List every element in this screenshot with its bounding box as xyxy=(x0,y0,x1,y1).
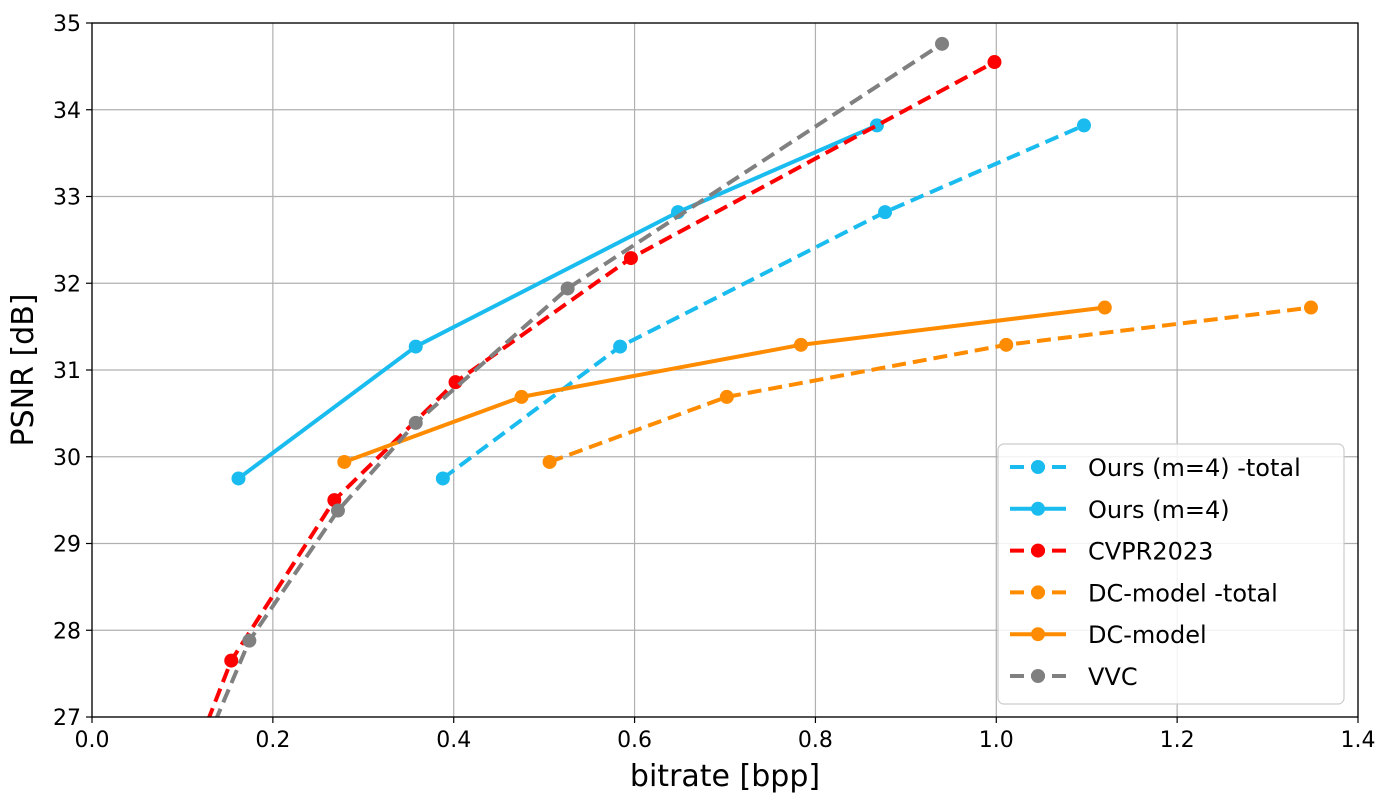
legend-label: VVC xyxy=(1088,663,1138,691)
legend-marker-cvpr2023 xyxy=(1031,543,1045,558)
y-tick-label: 30 xyxy=(53,446,81,471)
legend-label: CVPR2023 xyxy=(1088,538,1213,566)
y-tick-label: 28 xyxy=(53,619,81,644)
data-point-dc-model-total xyxy=(1303,300,1318,315)
series-line-cvpr2023 xyxy=(207,60,996,717)
data-point-vvc xyxy=(330,503,345,518)
legend: Ours (m=4) -total Ours (m=4) CVPR2023 DC-mo… xyxy=(997,443,1345,705)
y-tick-label: 34 xyxy=(53,99,81,124)
legend-label: DC-model xyxy=(1088,621,1207,649)
legend-marker-dc-model-total xyxy=(1031,585,1045,600)
y-tick-label: 29 xyxy=(53,533,81,558)
data-point-dc-model-total xyxy=(542,454,557,469)
x-axis-label: bitrate [bpp] xyxy=(630,759,820,794)
y-tick-label: 33 xyxy=(53,186,81,211)
data-point-dc-model xyxy=(793,337,808,352)
series-line-vvc xyxy=(214,42,944,717)
axis-ticks: 0.0 0.2 0.4 0.6 0.8 1.0 1.2 1.4 27 28 29 30 31 32 33 34… xyxy=(53,12,1376,753)
legend-marker-dc-model xyxy=(1031,627,1045,642)
x-tick-label: 0.4 xyxy=(436,728,471,753)
series-line-ours-m-4-total xyxy=(441,123,1085,481)
series-layer xyxy=(207,36,1318,717)
data-point-dc-model xyxy=(1097,300,1112,315)
legend-label: DC-model -total xyxy=(1088,579,1278,607)
x-tick-label: 0.8 xyxy=(798,728,833,753)
data-point-vvc xyxy=(242,633,257,648)
data-point-dc-model xyxy=(514,389,529,404)
x-tick-label: 1.2 xyxy=(1160,728,1195,753)
legend-label: Ours (m=4) -total xyxy=(1088,454,1301,482)
y-axis-label: PSNR [dB] xyxy=(6,294,41,447)
x-tick-label: 0.0 xyxy=(75,728,110,753)
series-line-dc-model xyxy=(343,305,1106,464)
data-point-ours-m-4 xyxy=(231,471,246,486)
data-point-cvpr2023 xyxy=(623,251,638,266)
y-tick-label: 27 xyxy=(53,706,81,731)
legend-marker-ours-m-4-total xyxy=(1031,460,1045,474)
series-line-dc-model-total xyxy=(548,305,1312,464)
data-point-dc-model xyxy=(337,454,352,469)
y-tick-label: 31 xyxy=(53,359,81,384)
x-tick-label: 0.2 xyxy=(255,728,290,753)
legend-marker-vvc xyxy=(1031,669,1045,683)
x-tick-label: 1.0 xyxy=(979,728,1014,753)
data-point-ours-m-4-total xyxy=(878,205,893,220)
data-point-ours-m-4-total xyxy=(435,471,450,486)
legend-marker-ours-m-4 xyxy=(1031,501,1045,516)
x-tick-label: 1.4 xyxy=(1341,728,1376,753)
y-tick-label: 35 xyxy=(53,12,81,37)
legend-label: Ours (m=4) xyxy=(1088,496,1230,524)
data-point-cvpr2023 xyxy=(224,653,239,668)
series-line-ours-m-4 xyxy=(237,123,878,481)
data-point-ours-m-4 xyxy=(408,339,423,354)
data-point-ours-m-4-total xyxy=(1077,118,1092,133)
data-point-ours-m-4-total xyxy=(613,339,628,354)
data-point-dc-model-total xyxy=(719,389,734,404)
x-tick-label: 0.6 xyxy=(617,728,652,753)
legend-box xyxy=(997,443,1345,705)
data-point-cvpr2023 xyxy=(448,375,463,390)
y-tick-label: 32 xyxy=(53,272,81,297)
data-point-cvpr2023 xyxy=(987,55,1002,70)
data-point-vvc xyxy=(408,415,423,430)
data-point-vvc xyxy=(935,36,950,51)
data-point-vvc xyxy=(560,281,575,296)
data-point-dc-model-total xyxy=(999,337,1014,352)
